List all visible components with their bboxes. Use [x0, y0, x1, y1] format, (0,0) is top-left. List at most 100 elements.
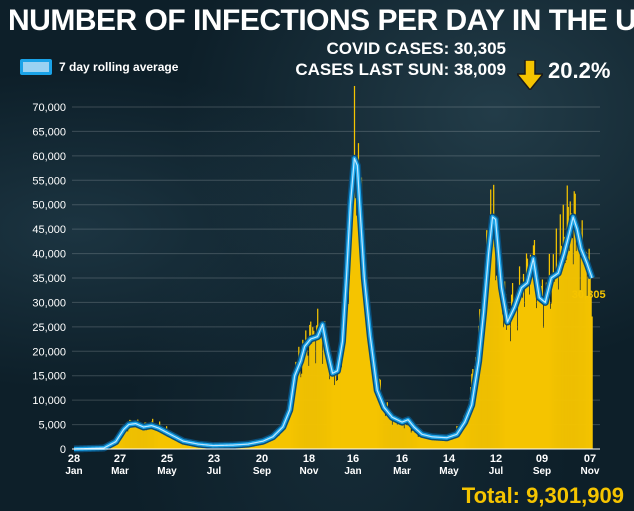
daily-case-bar — [552, 254, 554, 449]
daily-case-bar — [469, 397, 471, 449]
daily-case-bar — [330, 375, 332, 449]
daily-case-bar — [401, 418, 403, 449]
daily-case-bar — [140, 425, 142, 449]
daily-case-bar — [572, 264, 574, 449]
daily-case-bar — [383, 404, 385, 449]
daily-case-bar — [122, 428, 124, 449]
daily-case-bar — [317, 308, 319, 449]
daily-case-bar — [562, 204, 564, 449]
daily-case-bar — [120, 438, 122, 449]
daily-case-bar — [273, 437, 275, 449]
daily-case-bar — [189, 444, 192, 449]
daily-case-bar — [551, 279, 553, 449]
daily-case-bar — [424, 436, 426, 449]
daily-case-bar — [257, 442, 259, 449]
daily-case-bar — [507, 308, 510, 449]
daily-case-bar — [434, 434, 436, 449]
daily-case-bar — [135, 425, 137, 449]
daily-case-bar — [265, 439, 267, 449]
daily-case-bar — [347, 303, 350, 449]
daily-case-bar — [494, 247, 496, 449]
y-tick-label: 5,000 — [38, 420, 66, 432]
daily-case-bar — [365, 289, 368, 449]
daily-case-bar — [155, 426, 157, 449]
daily-case-bar — [268, 437, 270, 449]
daily-case-bar — [392, 421, 394, 449]
daily-case-bar — [150, 426, 152, 449]
daily-case-bar — [315, 363, 317, 449]
y-tick-label: 10,000 — [32, 395, 66, 407]
x-tick-day: 23 — [208, 453, 220, 465]
daily-case-bar — [142, 428, 144, 449]
daily-case-bar — [177, 436, 180, 449]
daily-case-bar — [548, 253, 550, 449]
daily-case-bar — [289, 408, 291, 449]
x-tick-day: 16 — [396, 453, 408, 465]
daily-case-bar — [341, 344, 344, 449]
daily-case-bar — [262, 440, 264, 449]
x-tick-month: Mar — [393, 466, 411, 477]
daily-case-bar — [455, 431, 457, 449]
daily-case-bar — [484, 298, 486, 449]
daily-case-bar — [415, 432, 417, 449]
daily-case-bar — [364, 258, 367, 449]
daily-case-bar — [457, 426, 459, 449]
x-tick-month: Sep — [253, 466, 271, 477]
daily-case-bar — [159, 421, 161, 449]
daily-case-bar — [581, 220, 583, 449]
daily-case-bar — [144, 422, 146, 449]
daily-case-bar — [467, 406, 469, 449]
daily-case-bar — [275, 434, 277, 449]
daily-case-bar — [123, 429, 125, 449]
daily-case-bar — [560, 245, 562, 449]
x-tick-month: Nov — [300, 466, 319, 477]
daily-case-bar — [175, 440, 178, 449]
daily-case-bar — [470, 386, 472, 449]
daily-case-bar — [523, 306, 526, 449]
daily-case-bar — [338, 347, 341, 449]
daily-case-bar — [402, 421, 404, 449]
daily-case-bar — [176, 436, 179, 449]
daily-case-bar — [411, 430, 413, 449]
daily-case-bar — [420, 433, 422, 449]
daily-case-bar — [374, 357, 377, 449]
daily-case-bar — [130, 420, 132, 449]
y-tick-label: 65,000 — [32, 126, 66, 138]
x-tick-day: 14 — [443, 453, 456, 465]
daily-case-bar — [438, 436, 440, 449]
daily-case-bar — [508, 319, 511, 449]
daily-case-bar — [357, 143, 360, 450]
daily-case-bar — [524, 285, 527, 449]
daily-case-bar — [447, 439, 449, 449]
daily-case-bar — [476, 349, 478, 449]
y-tick-label: 40,000 — [32, 249, 66, 261]
daily-case-bar — [573, 191, 575, 449]
daily-case-bar — [588, 248, 590, 449]
daily-case-bar — [403, 428, 405, 449]
x-tick-day: 27 — [114, 453, 126, 465]
daily-case-bar — [463, 415, 465, 449]
daily-case-bar — [502, 314, 504, 449]
daily-case-bar — [306, 340, 308, 449]
daily-case-bar — [425, 437, 427, 449]
daily-case-bar — [417, 436, 419, 449]
daily-case-bar — [515, 299, 518, 449]
daily-case-bar — [409, 424, 411, 449]
x-tick-day: 20 — [256, 453, 268, 465]
daily-case-bar — [412, 430, 414, 449]
x-axis-ticks: 28Jan27Mar25May23Jul20Sep18Nov16Jan16Mar… — [65, 453, 599, 477]
daily-case-bar — [504, 281, 506, 449]
daily-case-bar — [584, 267, 586, 449]
y-tick-label: 50,000 — [32, 200, 66, 212]
daily-case-bar — [446, 437, 448, 449]
rolling-average-series — [71, 154, 596, 453]
daily-case-bar — [495, 280, 497, 449]
daily-case-bar — [539, 297, 542, 449]
daily-case-bar — [482, 308, 484, 449]
daily-case-bar — [377, 397, 379, 449]
daily-case-bar — [549, 308, 551, 449]
daily-case-bar — [521, 297, 524, 449]
daily-case-bar — [136, 420, 138, 449]
daily-case-bar — [153, 428, 155, 449]
daily-case-bar — [489, 244, 491, 449]
